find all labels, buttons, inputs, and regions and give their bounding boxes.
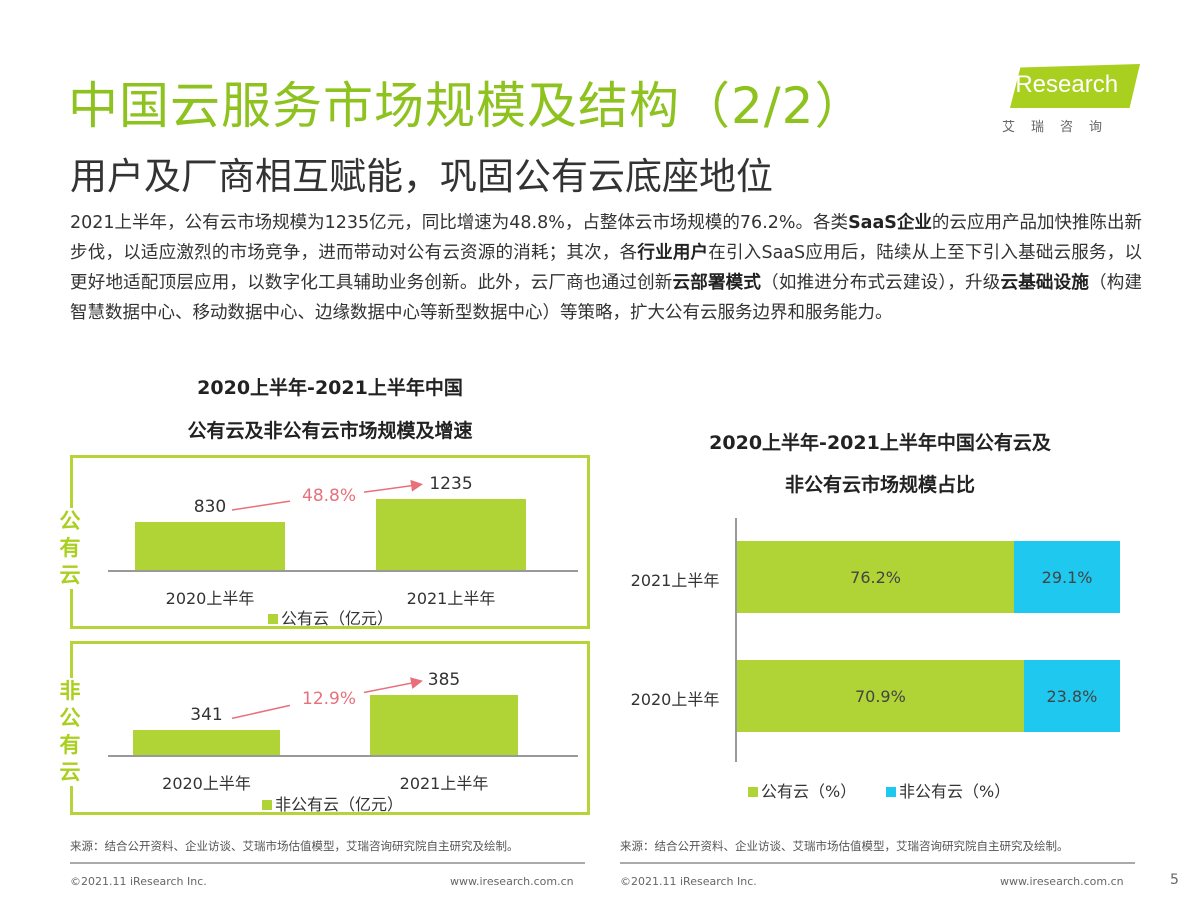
growth-rate-label: 48.8% [302, 486, 357, 507]
x-axis-baseline [108, 755, 578, 757]
bar-2021上半年 [370, 695, 518, 755]
iresearch-logo: iResearch 艾瑞咨询 [990, 62, 1140, 142]
para-text: 的云应用产品加快推陈出新步伐，以适应激烈的市场竞争，进而带动对公有云资源的消耗；… [70, 213, 1143, 263]
segment-value-label: 29.1% [1041, 567, 1093, 587]
footer-divider-left [70, 862, 585, 864]
legend-label: 公有云（%） [761, 782, 857, 801]
bar-2021上半年 [376, 498, 526, 570]
copyright-left: ©2021.11 iResearch Inc. [70, 875, 207, 888]
legend-swatch [748, 787, 758, 797]
logo-background [1010, 64, 1140, 108]
growth-arrow [231, 677, 423, 720]
legend-label: 非公有云（%） [899, 782, 1011, 801]
category-label: 2021上半年 [406, 589, 496, 608]
bar-value-label: 341 [190, 705, 223, 726]
right-chart-title-line1: 2020上半年-2021上半年中国公有云及 [709, 432, 1051, 454]
segment-value-label: 23.8% [1046, 686, 1098, 706]
bar-segment-public-cloud: 76.2% [737, 541, 1015, 613]
left-chart-title-line2: 公有云及非公有云市场规模及增速 [187, 420, 473, 442]
category-label: 2021上半年 [630, 571, 720, 590]
website-link-right[interactable]: www.iresearch.com.cn [1000, 875, 1124, 888]
page-number: 5 [1170, 872, 1179, 888]
para-text: 在引入SaaS应用后，陆续从上至下引入基础云服务，以更好地适配顶层应用，以数字化… [70, 243, 1143, 293]
footer-divider-right [620, 862, 1135, 864]
bar-segment-non-public-cloud: 29.1% [1014, 541, 1120, 613]
legend-item: 非公有云（%） [886, 778, 1010, 802]
summary-paragraph: 2021上半年，公有云市场规模为1235亿元，同比增速为48.8%，占整体云市场… [70, 208, 1142, 328]
bar-segment-public-cloud: 70.9% [737, 660, 1024, 732]
public-cloud-chart: 830 2020上半年 1235 2021上半年 48.8% 公有云（亿元） [108, 473, 578, 629]
segment-value-label: 76.2% [850, 567, 901, 587]
para-highlight: SaaS企业 [848, 213, 932, 233]
non-public-cloud-panel-label: 非公有云 [56, 678, 84, 786]
source-note-left: 来源：结合公开资料、企业访谈、艾瑞市场估值模型，艾瑞咨询研究院自主研究及绘制。 [70, 839, 519, 853]
para-highlight: 云基础设施 [1000, 273, 1090, 293]
x-axis-baseline [108, 570, 578, 572]
legend-item: 公有云（%） [748, 778, 856, 802]
para-highlight: 行业用户 [637, 243, 709, 263]
legend-swatch [886, 787, 896, 797]
non-public-cloud-chart: 341 2020上半年 385 2021上半年 12.9% 非公有云（亿元） [108, 670, 578, 815]
right-chart-title-line2: 非公有云市场规模占比 [784, 474, 975, 496]
legend: 公有云（亿元） [268, 605, 393, 629]
category-label: 2021上半年 [399, 774, 489, 793]
copyright-right: ©2021.11 iResearch Inc. [620, 875, 757, 888]
bar-value-label: 830 [193, 496, 227, 517]
legend-swatch [262, 800, 272, 810]
y-axis-line [735, 518, 737, 762]
legend-label: 非公有云（亿元） [275, 795, 404, 814]
page-title: 中国云服务市场规模及结构（2/2） [68, 77, 866, 135]
bar-value-label: 385 [427, 670, 461, 691]
legend: 非公有云（亿元） [262, 791, 403, 815]
logo-chinese-name: 艾瑞咨询 [1002, 120, 1119, 135]
website-link-left[interactable]: www.iresearch.com.cn [450, 875, 574, 888]
bar-segment-non-public-cloud: 23.8% [1023, 660, 1120, 732]
bar-2020上半年 [133, 730, 280, 755]
source-note-right: 来源：结合公开资料、企业访谈、艾瑞市场估值模型，艾瑞咨询研究院自主研究及绘制。 [620, 839, 1069, 853]
logo-text: iResearch [1010, 71, 1119, 98]
growth-arrow [231, 479, 423, 511]
legend-swatch [268, 614, 278, 624]
page-subtitle: 用户及厂商相互赋能，巩固公有云底座地位 [70, 155, 773, 198]
public-cloud-panel-label: 公有云 [56, 508, 84, 589]
para-text: （如推进分布式云建设），升级 [761, 273, 1001, 293]
legend-label: 公有云（亿元） [281, 609, 394, 628]
category-label: 2020上半年 [630, 690, 720, 709]
category-label: 2020上半年 [162, 774, 251, 793]
bar-value-label: 1235 [429, 473, 473, 494]
category-label: 2020上半年 [165, 589, 255, 608]
para-text: 2021上半年，公有云市场规模为1235亿元，同比增速为48.8%，占整体云市场… [70, 213, 849, 233]
para-highlight: 云部署模式 [672, 273, 762, 293]
segment-value-label: 70.9% [854, 686, 906, 706]
para-text: （构建智慧数据中心、移动数据中心、边缘数据中心等新型数据中心）等策略，扩大公有云… [70, 273, 1143, 323]
growth-rate-label: 12.9% [302, 688, 357, 709]
bar-2020上半年 [135, 521, 285, 570]
left-chart-title-line1: 2020上半年-2021上半年中国 [197, 377, 463, 399]
